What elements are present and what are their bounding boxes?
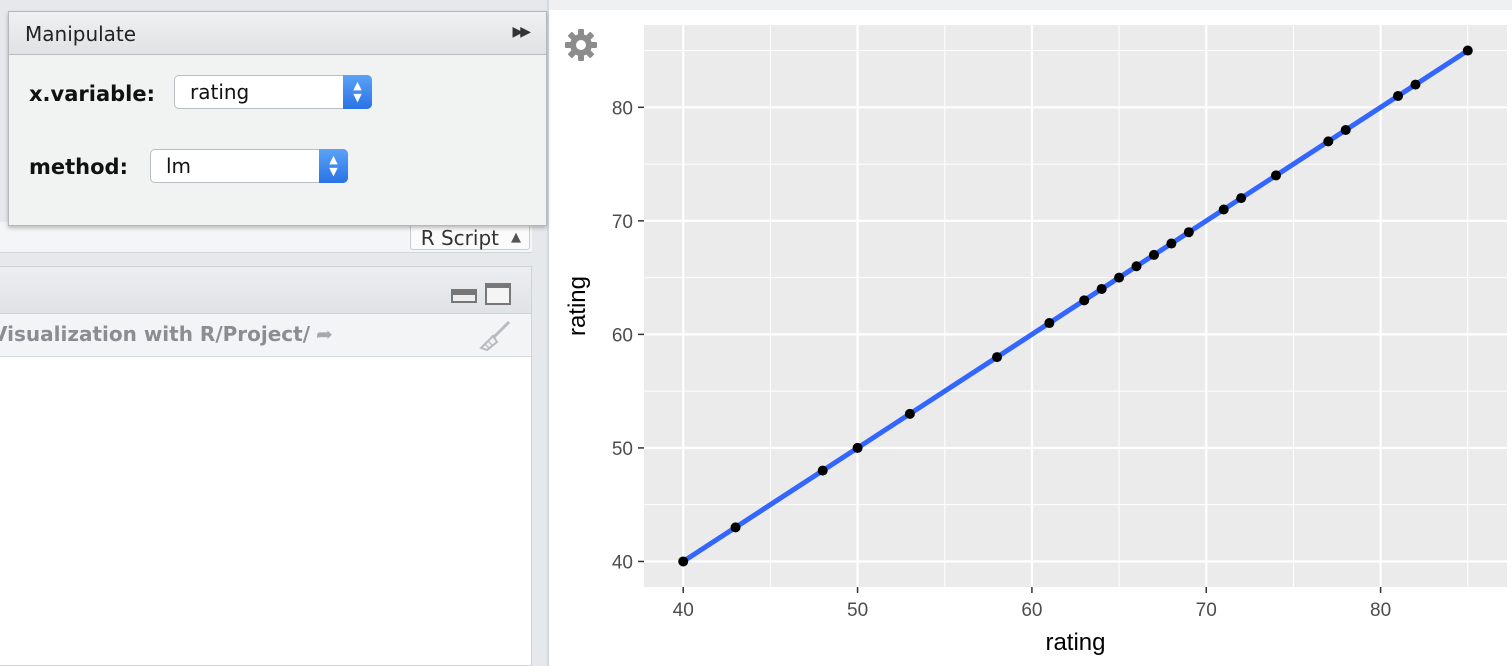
editor-status-bar: R Script ▲ xyxy=(0,222,532,253)
method-value: lm xyxy=(166,154,192,178)
data-point xyxy=(1131,261,1142,272)
x-tick-label: 80 xyxy=(1370,600,1391,621)
file-type-select[interactable]: R Script ▲ xyxy=(409,224,530,250)
data-point xyxy=(1044,318,1055,329)
console-pane: Visualization with R/Project/➦ xyxy=(0,266,532,666)
x-tick-label: 50 xyxy=(847,600,868,621)
x-tick-label: 40 xyxy=(673,600,694,621)
data-point xyxy=(678,556,689,567)
data-point xyxy=(1079,295,1090,306)
gear-icon[interactable] xyxy=(563,27,599,63)
data-point xyxy=(1183,227,1194,238)
y-tick-label: 80 xyxy=(612,98,633,119)
data-point xyxy=(1410,79,1421,90)
select-arrows-icon: ▲ ▼ xyxy=(343,75,372,109)
data-point xyxy=(1462,45,1473,56)
y-axis-ticks: 40 50 60 70 80 xyxy=(612,98,644,573)
y-tick-label: 70 xyxy=(612,212,633,233)
working-directory-text: Visualization with R/Project/ xyxy=(0,322,311,346)
regression-line-layer xyxy=(681,48,1470,564)
method-label: method: xyxy=(29,155,128,179)
working-directory-path[interactable]: Visualization with R/Project/➦ xyxy=(0,322,333,346)
y-tick-label: 50 xyxy=(612,439,633,460)
y-tick-label: 40 xyxy=(612,552,633,573)
pane-splitter[interactable] xyxy=(547,0,549,666)
x-variable-label: x.variable: xyxy=(29,82,155,106)
data-point xyxy=(1166,238,1177,249)
data-point xyxy=(1096,283,1107,294)
data-point xyxy=(817,465,828,476)
updown-icon: ▲ xyxy=(511,230,521,245)
data-point xyxy=(852,442,863,453)
data-point xyxy=(1236,193,1247,204)
x-tick-label: 70 xyxy=(1196,600,1217,621)
x-tick-label: 60 xyxy=(1021,600,1042,621)
data-point xyxy=(730,522,741,533)
y-tick-label: 60 xyxy=(612,325,633,346)
data-point xyxy=(1340,125,1351,136)
x-variable-value: rating xyxy=(190,80,250,104)
minimize-pane-icon[interactable] xyxy=(451,289,477,303)
x-variable-select[interactable]: rating ▲ ▼ xyxy=(174,75,372,109)
file-type-label: R Script xyxy=(420,226,499,250)
major-gridlines xyxy=(644,25,1507,587)
scatter-plot: 40 50 60 70 80 40 50 60 70 80 rating rating xyxy=(564,25,1507,656)
clear-console-icon[interactable] xyxy=(477,320,513,352)
maximize-pane-icon[interactable] xyxy=(485,283,511,305)
data-point xyxy=(904,408,915,419)
console-header xyxy=(0,267,531,314)
data-point xyxy=(1148,249,1159,260)
y-axis-title: rating xyxy=(564,276,591,336)
manipulate-panel: Manipulate ▶▶ x.variable: rating ▲ ▼ meth… xyxy=(8,11,547,226)
manipulate-title: Manipulate xyxy=(25,22,137,46)
data-point xyxy=(1114,272,1125,283)
go-to-directory-icon[interactable]: ➦ xyxy=(316,322,333,346)
method-select[interactable]: lm ▲ ▼ xyxy=(150,149,348,183)
manipulate-header: Manipulate ▶▶ xyxy=(9,12,546,55)
data-points-layer xyxy=(678,45,1473,567)
data-point xyxy=(1393,90,1404,101)
data-point xyxy=(1218,204,1229,215)
data-point xyxy=(1323,136,1334,147)
x-axis-ticks: 40 50 60 70 80 xyxy=(673,587,1391,621)
regression-line xyxy=(681,48,1470,564)
select-arrows-icon: ▲ ▼ xyxy=(319,149,348,183)
collapse-panel-icon[interactable]: ▶▶ xyxy=(512,23,530,39)
data-point xyxy=(992,352,1003,363)
minor-gridlines xyxy=(644,25,1507,587)
console-path-bar: Visualization with R/Project/➦ xyxy=(0,314,531,357)
x-axis-title: rating xyxy=(1045,629,1105,656)
data-point xyxy=(1270,170,1281,181)
